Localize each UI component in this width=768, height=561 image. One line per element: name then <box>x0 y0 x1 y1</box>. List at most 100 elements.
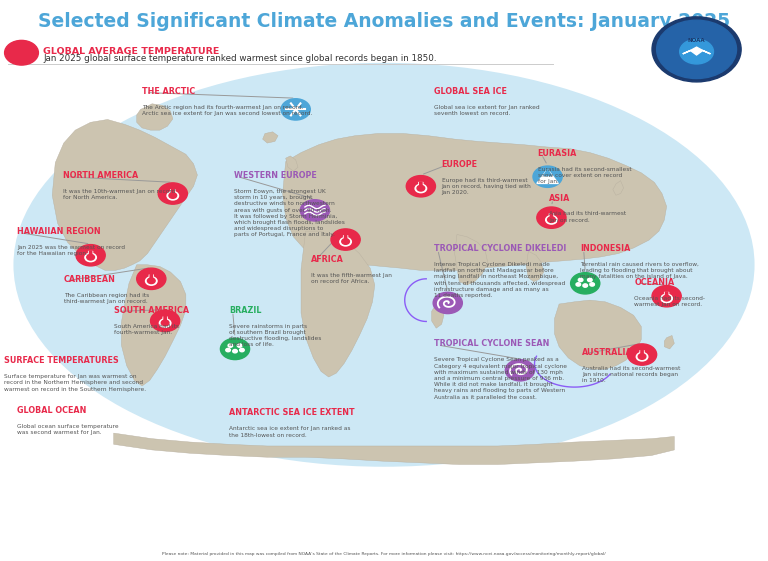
Circle shape <box>237 344 242 347</box>
Text: WESTERN EUROPE: WESTERN EUROPE <box>234 171 317 180</box>
Circle shape <box>406 176 435 197</box>
Text: Asia had its third-warmest
Jan on record.: Asia had its third-warmest Jan on record… <box>549 211 626 223</box>
Circle shape <box>663 25 730 74</box>
FancyBboxPatch shape <box>664 292 669 302</box>
Circle shape <box>158 183 187 204</box>
Circle shape <box>161 320 169 326</box>
Text: GLOBAL AVERAGE TEMPERATURE: GLOBAL AVERAGE TEMPERATURE <box>43 47 220 56</box>
Circle shape <box>228 344 233 347</box>
Text: BRAZIL: BRAZIL <box>229 306 261 315</box>
FancyBboxPatch shape <box>20 48 23 55</box>
Text: ASIA: ASIA <box>549 194 571 203</box>
Circle shape <box>87 255 94 260</box>
Circle shape <box>571 273 600 294</box>
Text: NORTH AMERICA: NORTH AMERICA <box>63 171 138 180</box>
Text: EUROPE: EUROPE <box>442 160 478 169</box>
Text: Eurasia had its second-smallest
snow cover extent on record
for Jan.: Eurasia had its second-smallest snow cov… <box>538 167 631 184</box>
Polygon shape <box>432 304 444 328</box>
Polygon shape <box>263 132 278 143</box>
Text: GLOBAL SEA ICE: GLOBAL SEA ICE <box>434 87 507 96</box>
Circle shape <box>578 278 583 282</box>
Text: EURASIA: EURASIA <box>538 149 577 158</box>
Circle shape <box>537 207 566 228</box>
Circle shape <box>545 215 557 224</box>
FancyBboxPatch shape <box>171 188 174 196</box>
Circle shape <box>660 294 673 302</box>
Polygon shape <box>121 265 186 386</box>
FancyBboxPatch shape <box>150 274 153 281</box>
Circle shape <box>5 40 38 65</box>
Text: TROPICAL CYCLONE SEAN: TROPICAL CYCLONE SEAN <box>434 339 549 348</box>
Circle shape <box>233 350 237 353</box>
Text: Selected Significant Climate Anomalies and Events: January 2025: Selected Significant Climate Anomalies a… <box>38 12 730 31</box>
Text: Jan 2025 global surface temperature ranked warmest since global records began in: Jan 2025 global surface temperature rank… <box>43 54 436 63</box>
Text: GLOBAL OCEAN: GLOBAL OCEAN <box>17 406 86 415</box>
FancyBboxPatch shape <box>149 274 154 284</box>
Circle shape <box>220 338 250 360</box>
Polygon shape <box>114 433 674 465</box>
FancyBboxPatch shape <box>548 213 554 223</box>
Polygon shape <box>283 134 667 270</box>
Circle shape <box>417 186 425 191</box>
Text: Surface temperature for Jan was warmest on
record in the Northern Hemisphere and: Surface temperature for Jan was warmest … <box>4 374 146 392</box>
Circle shape <box>638 354 646 360</box>
Circle shape <box>300 200 329 221</box>
Text: NOAA: NOAA <box>688 39 705 43</box>
Circle shape <box>151 310 180 332</box>
Text: It was the 10th-warmest Jan on record
for North America.: It was the 10th-warmest Jan on record fo… <box>63 189 175 200</box>
FancyBboxPatch shape <box>639 350 644 360</box>
Text: SOUTH AMERICA: SOUTH AMERICA <box>114 306 189 315</box>
Circle shape <box>670 30 723 68</box>
Text: Australia had its second-warmest
Jan since national records began
in 1910.: Australia had its second-warmest Jan sin… <box>582 366 680 383</box>
Circle shape <box>137 268 166 289</box>
Circle shape <box>18 52 25 58</box>
Text: CARIBBEAN: CARIBBEAN <box>64 275 116 284</box>
Text: Antarctic sea ice extent for Jan ranked as
the 18th-lowest on record.: Antarctic sea ice extent for Jan ranked … <box>229 426 350 438</box>
Text: The Caribbean region had its
third-warmest Jan on record.: The Caribbean region had its third-warme… <box>64 293 149 304</box>
Circle shape <box>652 17 741 82</box>
Text: THE ARCTIC: THE ARCTIC <box>142 87 195 96</box>
Circle shape <box>169 193 177 199</box>
Circle shape <box>84 253 97 261</box>
Circle shape <box>331 229 360 250</box>
Circle shape <box>590 283 594 286</box>
FancyBboxPatch shape <box>162 316 167 327</box>
FancyBboxPatch shape <box>170 189 175 199</box>
Circle shape <box>146 277 157 285</box>
Circle shape <box>160 319 170 327</box>
FancyBboxPatch shape <box>89 250 92 257</box>
Circle shape <box>533 166 562 187</box>
FancyBboxPatch shape <box>344 234 347 242</box>
Text: South America had its
fourth-warmest Jan.: South America had its fourth-warmest Jan… <box>114 324 179 335</box>
FancyBboxPatch shape <box>641 350 644 357</box>
Text: TROPICAL CYCLONE DIKELEDI: TROPICAL CYCLONE DIKELEDI <box>434 244 566 253</box>
Polygon shape <box>613 181 624 195</box>
Circle shape <box>652 286 681 307</box>
FancyBboxPatch shape <box>18 48 25 58</box>
Text: Please note: Material provided in this map was compiled from NOAA’s State of the: Please note: Material provided in this m… <box>162 551 606 556</box>
Circle shape <box>636 352 647 361</box>
Polygon shape <box>455 234 488 285</box>
Text: Severe Tropical Cyclone Sean peaked as a
Category 4 equivalent major tropical cy: Severe Tropical Cyclone Sean peaked as a… <box>434 357 567 399</box>
Text: OCEANIA: OCEANIA <box>634 278 674 287</box>
Text: Oceania had its second-
warmest Jan on record.: Oceania had its second- warmest Jan on r… <box>634 296 705 307</box>
Circle shape <box>167 191 178 200</box>
Polygon shape <box>683 47 710 55</box>
Text: Global sea ice extent for Jan ranked
seventh lowest on record.: Global sea ice extent for Jan ranked sev… <box>434 105 540 116</box>
Text: Intense Tropical Cyclone Dikeledi made
landfall on northeast Madagascar before
m: Intense Tropical Cyclone Dikeledi made l… <box>434 262 565 298</box>
Text: HAWAIIAN REGION: HAWAIIAN REGION <box>17 227 101 236</box>
Circle shape <box>548 217 555 223</box>
Circle shape <box>342 239 349 245</box>
Circle shape <box>627 344 657 365</box>
Text: ANTARCTIC SEA ICE EXTENT: ANTARCTIC SEA ICE EXTENT <box>229 408 355 417</box>
FancyBboxPatch shape <box>550 213 553 220</box>
Polygon shape <box>544 169 551 176</box>
Text: Jan 2025 was the warmest on record
for the Hawaiian region.: Jan 2025 was the warmest on record for t… <box>17 245 125 256</box>
FancyBboxPatch shape <box>343 235 349 245</box>
Text: Europe had its third-warmest
Jan on record, having tied with
Jan 2020.: Europe had its third-warmest Jan on reco… <box>442 178 531 195</box>
Text: The Arctic region had its fourth-warmest Jan on record.
Arctic sea ice extent fo: The Arctic region had its fourth-warmest… <box>142 105 313 116</box>
Polygon shape <box>526 251 544 282</box>
FancyBboxPatch shape <box>164 316 167 323</box>
Circle shape <box>663 296 670 301</box>
Polygon shape <box>286 156 298 171</box>
